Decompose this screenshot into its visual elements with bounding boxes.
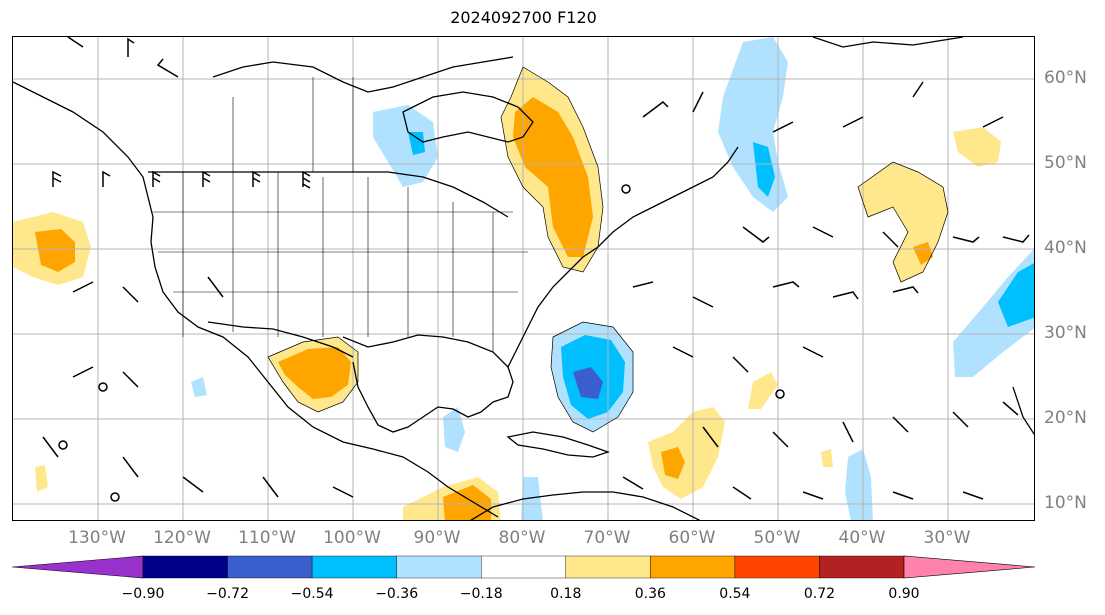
lon-label: 80°W [498, 528, 546, 548]
lon-label: 30°W [923, 528, 971, 548]
negative-region-central-am [443, 407, 465, 452]
coastline-canada [212, 56, 514, 93]
colorbar-tick-label: −0.90 [121, 586, 165, 602]
lat-label: 30°N [1044, 323, 1087, 343]
colorbar-cell [142, 555, 228, 579]
positive-region-sam-mid [443, 485, 491, 520]
calm-circles [58, 184, 785, 502]
coastline-greenland [812, 37, 964, 48]
lat-label: 50°N [1044, 153, 1087, 173]
colorbar-tick-label: −0.18 [459, 586, 503, 602]
colorbar-extend-right [903, 555, 1036, 579]
coastline-south-america [470, 491, 701, 520]
coastlines [13, 37, 1034, 520]
map-panel [12, 36, 1035, 521]
positive-region-quebec-mid [513, 97, 593, 257]
positive-region-small3 [35, 465, 48, 492]
colorbar-tick-label: 0.90 [888, 586, 920, 602]
coastline-gulf [342, 334, 514, 433]
lon-label: 120°W [153, 528, 211, 548]
lon-label: 40°W [838, 528, 886, 548]
lat-label: 60°N [1044, 68, 1087, 88]
positive-region-ne-atlantic [953, 127, 1001, 167]
negative-region-central-am2 [521, 477, 543, 520]
negative-region-south-atl [845, 449, 873, 520]
coastline-east [507, 146, 739, 368]
lat-label: 20°N [1044, 408, 1087, 428]
map-title: 2024092700 F120 [450, 8, 597, 27]
colorbar-tick-label: 0.72 [803, 586, 836, 602]
state-borders [153, 77, 528, 352]
lon-label: 60°W [668, 528, 716, 548]
lat-label: 10°N [1044, 493, 1087, 513]
colorbar-tick-label: 0.18 [550, 586, 582, 602]
negative-region-canada [373, 105, 438, 187]
colorbar-extend-left [11, 555, 144, 579]
positive-region-pacific-mid [35, 229, 75, 272]
lon-label: 110°W [238, 528, 296, 548]
positive-region-small [748, 372, 778, 409]
colorbar-cell [396, 555, 482, 579]
positive-region-atlantic-mid [913, 242, 933, 265]
colorbar-cell [819, 555, 905, 579]
negative-region-small-pacific [191, 377, 207, 397]
colorbar-cell [734, 555, 820, 579]
colorbar-cell [227, 555, 313, 579]
colorbar-cell [481, 555, 566, 579]
coastline-north-america-west [13, 81, 499, 518]
negative-region-bahamas-core [573, 367, 603, 399]
colorbar [11, 555, 1036, 579]
positive-region-atlantic [858, 162, 948, 282]
border-us-mexico [207, 321, 354, 358]
colorbar-tick-label: −0.72 [206, 586, 249, 602]
lon-label: 100°W [323, 528, 381, 548]
negative-region-labrador-mid [753, 142, 775, 197]
colorbar-tick-label: −0.36 [375, 586, 419, 602]
map-canvas [13, 37, 1034, 520]
lon-label: 50°W [753, 528, 801, 548]
coastline-hudson [402, 91, 534, 143]
positive-region-small2 [821, 449, 833, 467]
positive-region-caribbean-mid [661, 447, 685, 479]
anomaly-fill-layer [13, 37, 1034, 520]
colorbar-cell [311, 555, 397, 579]
negative-region-canada-mid [408, 132, 425, 155]
contour-lines [267, 66, 949, 433]
coastline-cuba [506, 431, 611, 458]
coastline-africa [1012, 386, 1034, 436]
lon-label: 130°W [68, 528, 126, 548]
wind-barbs [42, 37, 1030, 500]
colorbar-tick-label: −0.54 [290, 586, 334, 602]
positive-region-mexico-mid [278, 347, 351, 399]
lon-label: 70°W [583, 528, 631, 548]
border-us-canada [148, 171, 509, 218]
colorbar-tick-label: 0.54 [719, 586, 751, 602]
lon-label: 90°W [413, 528, 461, 548]
colorbar-cell [650, 555, 736, 579]
positive-region-caribbean [648, 407, 725, 499]
negative-region-east-atlantic-mid [998, 263, 1034, 327]
colorbar-cell [565, 555, 651, 579]
colorbar-tick-label: 0.36 [634, 586, 666, 602]
lat-label: 40°N [1044, 238, 1087, 258]
